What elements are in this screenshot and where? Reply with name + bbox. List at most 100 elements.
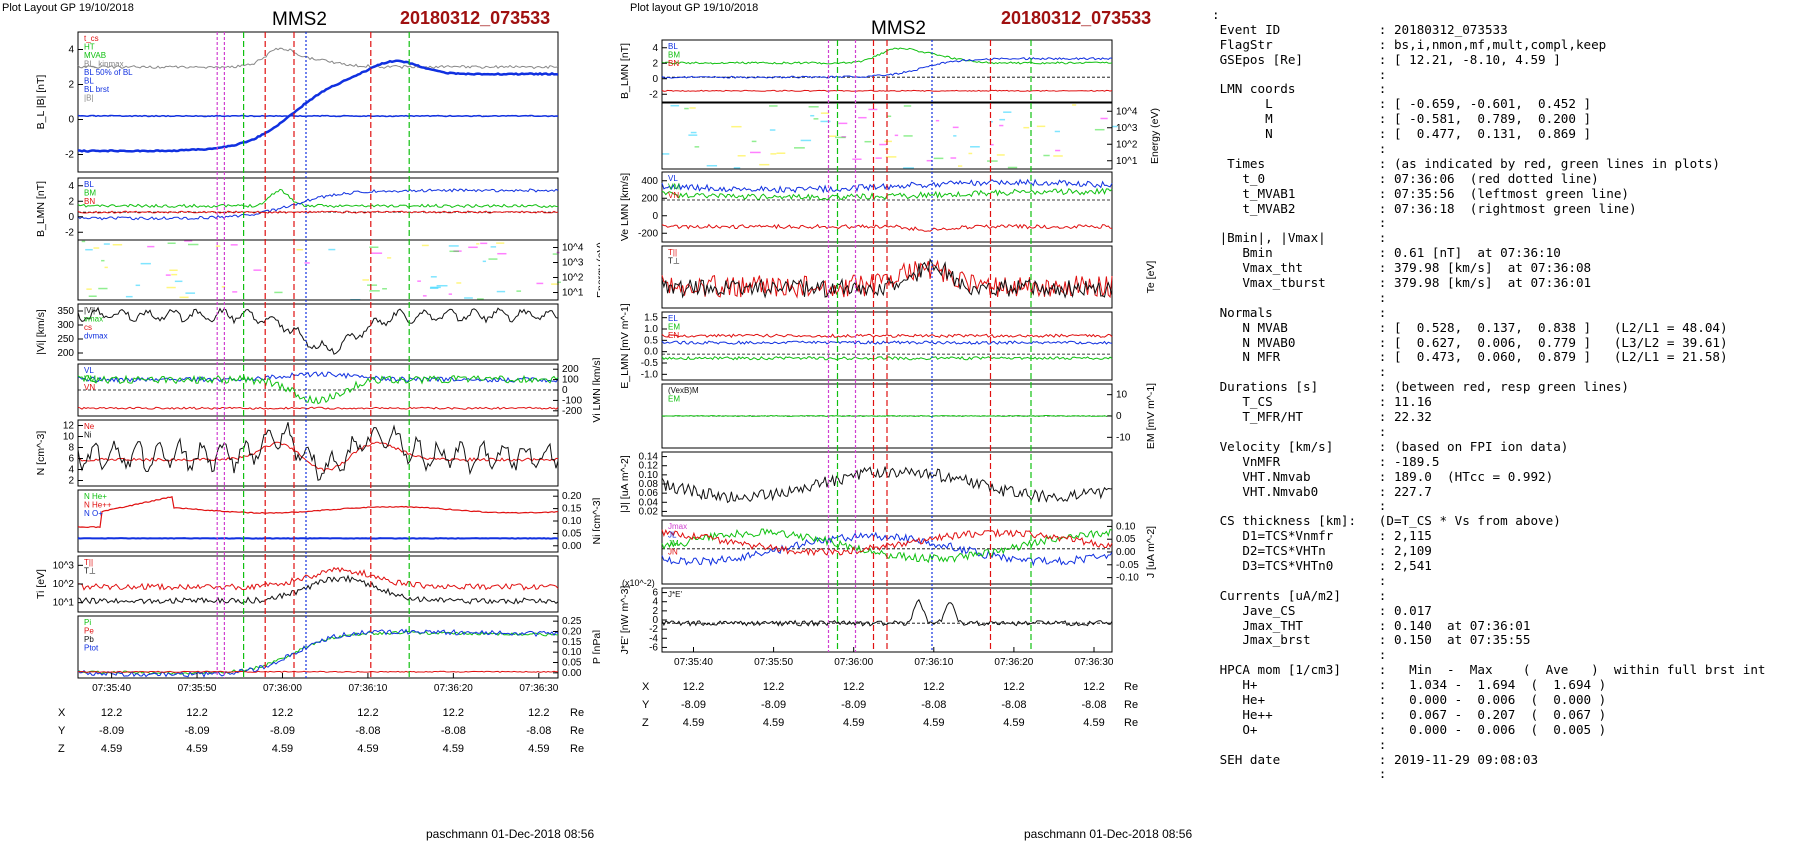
spectrogram-speck (536, 282, 544, 285)
position-row-label: Y (58, 725, 66, 737)
y-tick-label: -10 (1116, 432, 1131, 443)
left-panel-7: 0.20 0.150.100.05 0.00 Ni [cm^-3] N He+N He+… (77, 489, 600, 553)
panel-frame (77, 419, 559, 487)
spectrogram-speck (770, 153, 777, 155)
position-value: 12.2 (923, 681, 944, 693)
summary-line: : (1212, 766, 1387, 782)
mid-panel-5: 1.51.00.50.0-0.5-1.0 E_LMN [mV m^-1] ELEME… (620, 303, 1113, 389)
spectrogram-speck (886, 115, 892, 118)
left-plot-footer: paschmann 01-Dec-2018 08:56 (426, 827, 595, 841)
position-value: 4.59 (357, 743, 378, 755)
y-tick-label: -2 (65, 227, 74, 238)
legend-entry: |B| (84, 94, 94, 103)
y-tick-label: 10^2 (53, 579, 75, 590)
spectrogram-speck (187, 243, 199, 246)
series-line (77, 371, 559, 383)
summary-line: GSEpos [Re] : [ 12.21, -8.10, 4.59 ] (1212, 51, 1561, 67)
spectrogram-speck (800, 139, 812, 142)
x-tick-label: 07:36:10 (348, 683, 387, 694)
left-panel-3: 10^4 10^3 10^2 10^1 Energy (eV) (77, 239, 600, 301)
legend-entry: VN (84, 383, 95, 392)
legend-entry: Ptot (84, 644, 99, 653)
summary-line: Normals : (1212, 304, 1387, 320)
series-line (77, 441, 559, 473)
summary-line: : (1212, 364, 1387, 380)
y-tick-label: 100 (562, 375, 579, 386)
summary-line: D1=TCS*Vnmfr : 2,115 (1212, 528, 1432, 544)
x-tick-label: 07:36:20 (994, 657, 1033, 668)
spectrogram-speck (935, 119, 940, 122)
y-tick-label: 4 (652, 43, 658, 54)
x-tick-label: 07:36:30 (519, 683, 558, 694)
position-value: -8.09 (185, 725, 210, 737)
position-value: -8.09 (681, 699, 706, 711)
series-line (77, 188, 559, 221)
summary-line: |Bmin|, |Vmax| : (1212, 230, 1387, 246)
summary-line: Jave_CS : 0.017 (1212, 602, 1432, 618)
x-tick-label: 07:35:50 (178, 683, 217, 694)
position-value: 4.59 (683, 717, 704, 729)
axis-label: Ti [eV] (35, 569, 47, 599)
summary-line: He+ : 0.000 - 0.006 ( 0.000 ) (1212, 691, 1607, 707)
spectrogram-speck (557, 281, 561, 284)
spectrogram-speck (1036, 125, 1046, 128)
legend-entry: BL (668, 42, 678, 51)
series-line (77, 670, 559, 673)
y-tick-label: 10 (63, 432, 75, 443)
legend-entry: JN (668, 548, 678, 557)
spectrogram-speck (104, 266, 108, 269)
y-tick-label: 10^3 (562, 258, 584, 269)
summary-line: VnMFR : -189.5 (1212, 453, 1440, 469)
axis-label: B_LMN [nT] (620, 43, 631, 99)
spectrogram-speck (1054, 130, 1060, 133)
axis-label: Energy (eV) (595, 242, 600, 298)
series-line (77, 47, 559, 70)
y-tick-label: 0 (68, 115, 74, 126)
spectrogram-speck (769, 129, 776, 131)
spectrogram-speck (421, 244, 429, 247)
spectrogram-speck (371, 252, 383, 254)
legend-entry: EM (668, 323, 680, 332)
spectrogram-speck (903, 105, 912, 107)
spectrogram-speck (496, 290, 506, 293)
position-value: -8.09 (270, 725, 295, 737)
summary-line: : (1212, 215, 1387, 231)
legend-entry: T⊥ (668, 257, 680, 266)
spectrogram-speck (737, 155, 746, 157)
legend-entry: |Vi| (84, 306, 95, 315)
y-tick-label: 0.04 (639, 497, 659, 508)
spectrogram-speck (950, 157, 957, 159)
x-tick-label: 07:35:40 (674, 657, 713, 668)
spectrogram-speck (1072, 104, 1077, 106)
summary-line: : (1212, 7, 1220, 22)
y-tick-label: 10^2 (1116, 139, 1138, 150)
spectrogram-speck (751, 140, 757, 143)
series-line (661, 598, 1113, 627)
summary-line: : (1212, 572, 1387, 588)
summary-line: t_MVAB1 : 07:35:56 (leftmost green line) (1212, 185, 1630, 201)
series-line (661, 414, 1113, 418)
spectrogram-speck (169, 269, 178, 272)
summary-line: T_CS : 11.16 (1212, 394, 1432, 410)
summary-line: Times : (as indicated by red, green line… (1212, 155, 1720, 171)
spectrogram-speck (999, 118, 1006, 121)
y-tick-label: 0.05 (562, 658, 582, 669)
x-tick-label: 07:35:50 (754, 657, 793, 668)
x-tick-label: 07:36:30 (1075, 657, 1114, 668)
spectrogram-speck (480, 242, 488, 245)
left-panel-9: 0.250.200.150.100.050.00 P [nPa] PiPePbPto… (77, 615, 600, 679)
y-tick-label: 300 (57, 320, 74, 331)
y-tick-label: 1.5 (644, 313, 658, 324)
position-value: -8.09 (99, 725, 124, 737)
spectrogram-speck (551, 283, 559, 285)
position-value: 4.59 (763, 717, 784, 729)
spectrogram-speck (868, 108, 878, 111)
series-line (661, 528, 1113, 557)
legend-entry: Ni (84, 431, 92, 440)
summary-line: H+ : 1.034 - 1.694 ( 1.694 ) (1212, 677, 1607, 693)
axis-label: Vi LMN [km/s] (591, 357, 600, 422)
